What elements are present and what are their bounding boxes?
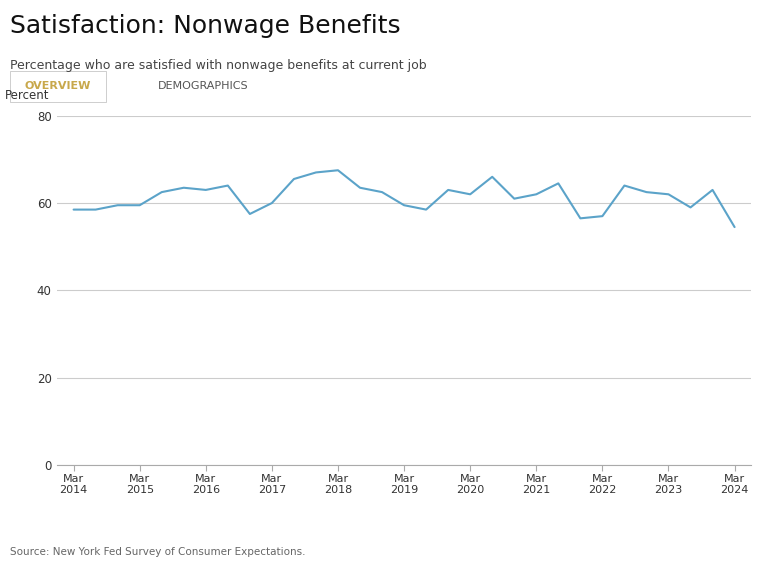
Text: Source: New York Fed Survey of Consumer Expectations.: Source: New York Fed Survey of Consumer … — [10, 547, 305, 557]
Text: OVERVIEW: OVERVIEW — [25, 81, 91, 91]
Text: Percentage who are satisfied with nonwage benefits at current job: Percentage who are satisfied with nonwag… — [10, 59, 426, 72]
Text: DEMOGRAPHICS: DEMOGRAPHICS — [158, 81, 248, 91]
Text: Percent: Percent — [5, 89, 49, 102]
Text: Satisfaction: Nonwage Benefits: Satisfaction: Nonwage Benefits — [10, 14, 400, 38]
Bar — [10, 70, 107, 102]
